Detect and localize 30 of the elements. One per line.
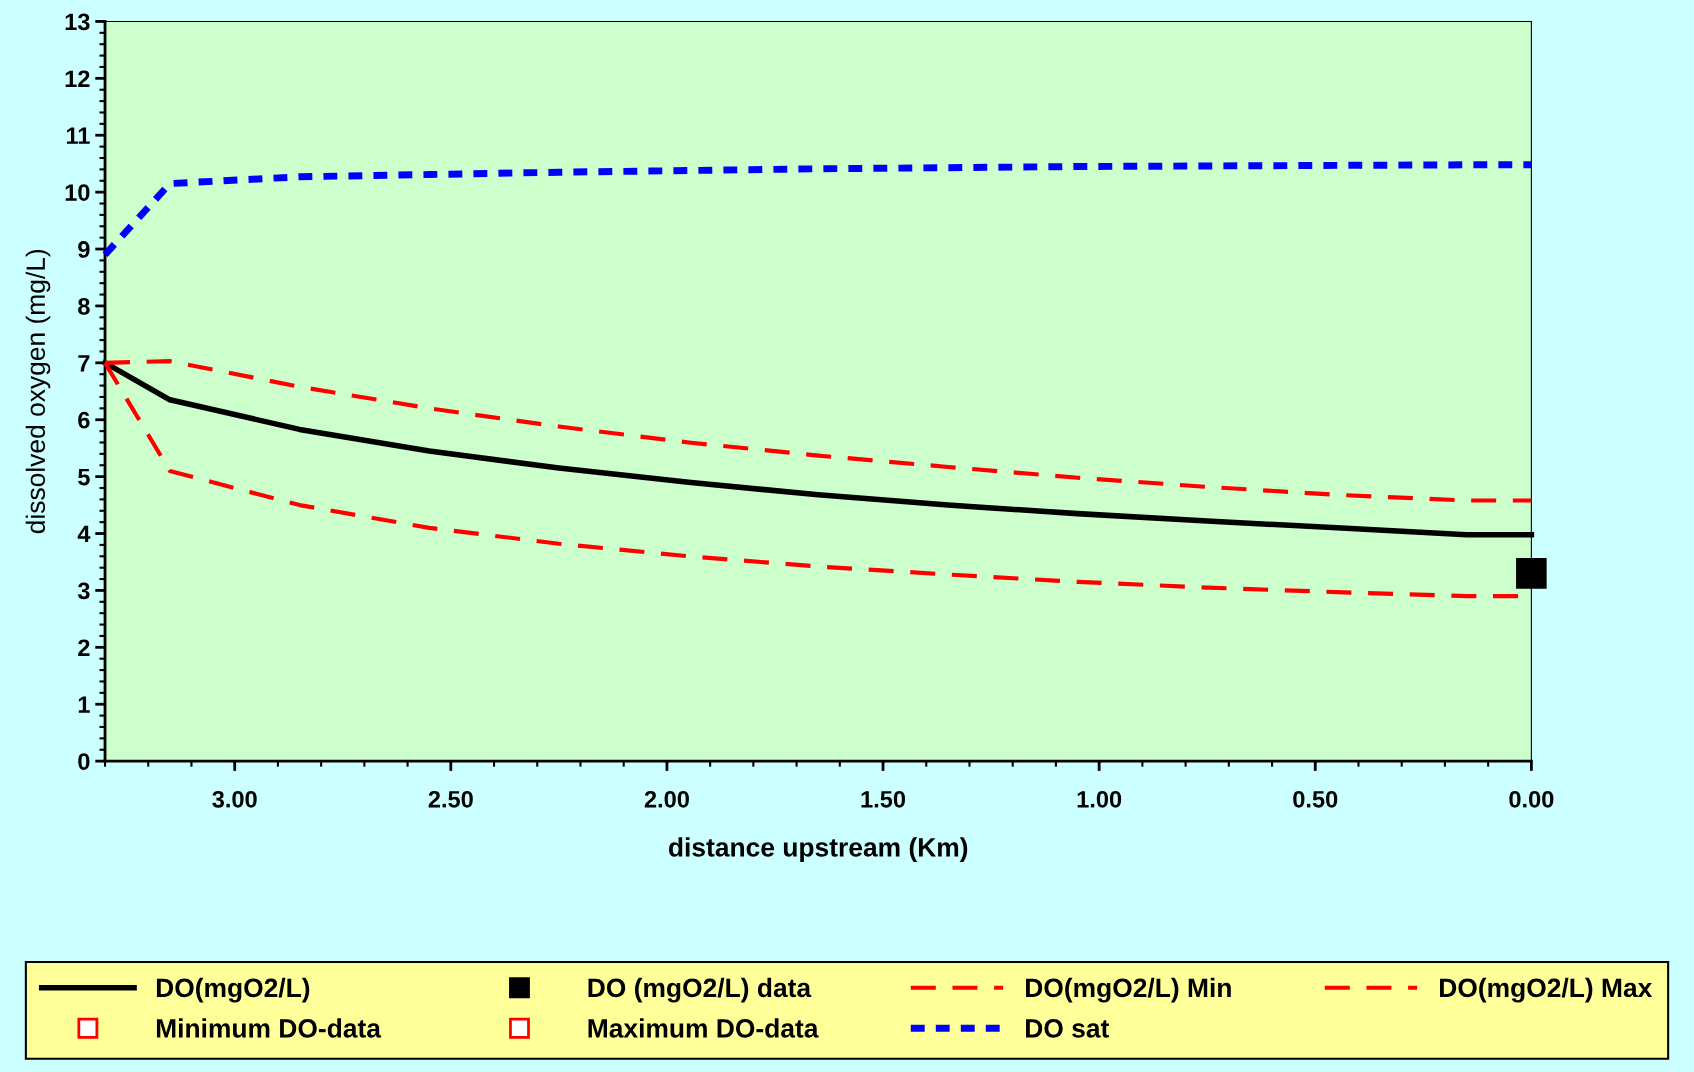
legend-label: DO(mgO2/L) Max xyxy=(1440,977,1653,1003)
y-tick-label: 11 xyxy=(66,127,90,144)
x-tick-label: 3.00 xyxy=(212,790,257,808)
y-tick-label: 4 xyxy=(77,525,91,543)
y-tick-label: 13 xyxy=(65,13,90,31)
y-tick-label: 5 xyxy=(78,468,90,486)
y-tick-label: 2 xyxy=(78,639,90,656)
y-tick-label: 7 xyxy=(78,355,90,372)
legend-label: Maximum DO-data xyxy=(588,1018,819,1038)
legend-label: DO(mgO2/L) xyxy=(156,977,310,1003)
x-tick-label: 2.00 xyxy=(644,790,689,808)
x-tick-label: 0.00 xyxy=(1509,790,1554,808)
y-tick-label: 12 xyxy=(65,70,90,87)
legend-label: Minimum DO-data xyxy=(156,1018,382,1038)
legend-label: DO (mgO2/L) data xyxy=(588,977,812,1003)
y-axis-title: dissolved oxygen (mg/L) xyxy=(25,249,51,534)
y-tick-label: 6 xyxy=(78,411,90,429)
x-axis-title: distance upstream (Km) xyxy=(668,837,968,862)
x-tick-label: 1.00 xyxy=(1077,790,1122,808)
x-tick-label: 2.50 xyxy=(428,790,473,808)
y-tick-label: 10 xyxy=(65,184,90,201)
y-tick-label: 9 xyxy=(78,241,90,258)
y-tick-label: 0 xyxy=(78,753,90,770)
y-tick-label: 3 xyxy=(77,582,90,600)
y-tick-label: 8 xyxy=(78,298,90,315)
legend-label: DO sat xyxy=(1026,1019,1109,1038)
x-tick-label: 0.50 xyxy=(1293,790,1338,808)
x-tick-label: 1.50 xyxy=(861,790,906,808)
legend-label: DO(mgO2/L) Min xyxy=(1026,977,1231,1003)
y-tick-label: 1 xyxy=(78,696,90,713)
